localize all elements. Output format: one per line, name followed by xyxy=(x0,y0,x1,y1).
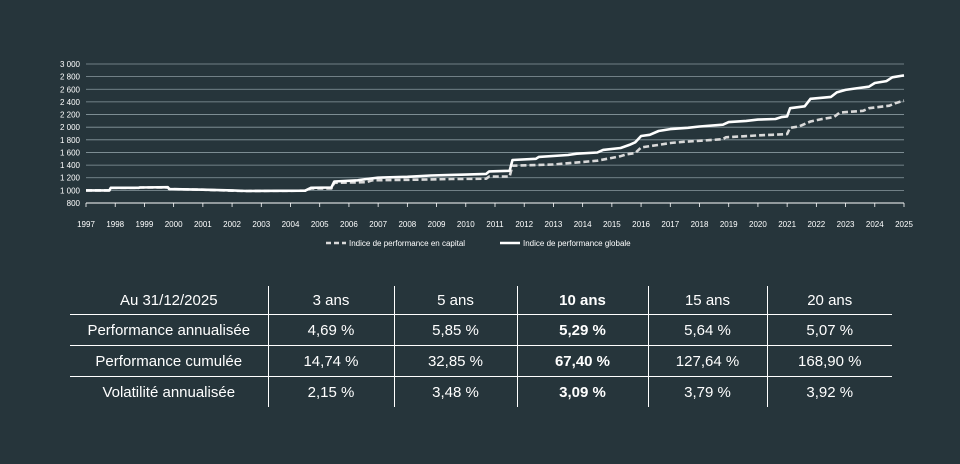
x-tick-label: 2024 xyxy=(866,220,884,229)
x-tick-label: 2011 xyxy=(486,220,504,229)
table-cell: 14,74 % xyxy=(267,345,394,377)
table-cell: 127,64 % xyxy=(647,345,767,377)
header-3-ans: 3 ans xyxy=(267,286,394,315)
x-tick-label: 1999 xyxy=(136,220,154,229)
x-tick-label: 2005 xyxy=(311,220,329,229)
x-tick-label: 2001 xyxy=(194,220,212,229)
table-row: Volatilité annualisée 2,15 % 3,48 % 3,09… xyxy=(70,376,892,407)
table-cell: 5,07 % xyxy=(766,314,892,346)
y-tick-label: 1 000 xyxy=(60,186,81,195)
y-tick-label: 2 800 xyxy=(60,73,81,82)
x-tick-label: 2004 xyxy=(282,220,300,229)
x-tick-label: 2012 xyxy=(515,220,533,229)
x-axis: 1997 1998 1999 2000 2001 2002 2003 2004 2005 2006… xyxy=(77,202,913,229)
table-header-row: Au 31/12/2025 3 ans 5 ans 10 ans 15 ans … xyxy=(70,286,892,315)
x-tick-label: 2023 xyxy=(837,220,855,229)
series-line-2 xyxy=(86,74,905,193)
y-tick-label: 2 400 xyxy=(60,98,81,107)
y-axis: 3 000 2 800 2 600 2 400 2 200 2 000 1 800 1 600… xyxy=(60,60,81,208)
x-tick-label: 2015 xyxy=(603,220,621,229)
row-label: Performance annualisée xyxy=(70,314,268,346)
header-date: Au 31/12/2025 xyxy=(119,291,218,309)
x-tick-label: 2019 xyxy=(720,220,738,229)
y-tick-label: 2 000 xyxy=(60,123,81,132)
y-tick-label: 3 000 xyxy=(60,60,81,69)
x-tick-label: 2020 xyxy=(749,220,767,229)
header-20-ans: 20 ans xyxy=(766,286,892,315)
table-cell: 168,90 % xyxy=(766,345,892,377)
y-tick-label: 1 800 xyxy=(60,136,81,145)
table-cell: 3,09 % xyxy=(516,376,648,407)
performance-line-chart: 3 000 2 800 2 600 2 400 2 200 2 000 1 800 1 600… xyxy=(60,60,913,248)
x-tick-label: 2013 xyxy=(545,220,563,229)
x-tick-label: 1998 xyxy=(106,220,124,229)
row-label: Volatilité annualisée xyxy=(70,376,268,407)
table-cell: 5,64 % xyxy=(647,314,767,346)
x-tick-label: 1997 xyxy=(77,220,95,229)
table-cell: 4,69 % xyxy=(267,314,394,346)
x-tick-label: 2000 xyxy=(165,220,183,229)
header-10-ans: 10 ans xyxy=(516,286,648,315)
y-tick-label: 800 xyxy=(67,199,81,208)
table-cell: 5,29 % xyxy=(516,314,648,346)
y-tick-label: 2 200 xyxy=(60,111,81,120)
x-tick-label: 2014 xyxy=(574,220,592,229)
y-tick-label: 1 200 xyxy=(60,174,81,183)
legend-label-1: Indice de performance en capital xyxy=(349,239,465,248)
chart-legend: Indice de performance en capital Indice d… xyxy=(326,239,631,248)
y-tick-label: 2 600 xyxy=(60,85,81,94)
header-5-ans: 5 ans xyxy=(393,286,517,315)
x-tick-label: 2021 xyxy=(778,220,796,229)
table-cell: 3,48 % xyxy=(393,376,517,407)
x-tick-label: 2009 xyxy=(428,220,446,229)
x-tick-label: 2003 xyxy=(252,220,270,229)
table-row: Performance cumulée 14,74 % 32,85 % 67,4… xyxy=(70,345,892,377)
x-tick-label: 2007 xyxy=(369,220,387,229)
row-label: Performance cumulée xyxy=(70,345,268,377)
x-tick-label: 2018 xyxy=(691,220,709,229)
y-tick-label: 1 600 xyxy=(60,148,81,157)
table-cell: 67,40 % xyxy=(516,345,648,377)
header-15-ans: 15 ans xyxy=(647,286,767,315)
performance-table: Au 31/12/2025 3 ans 5 ans 10 ans 15 ans … xyxy=(70,286,892,407)
series-line-1 xyxy=(86,99,905,193)
x-tick-label: 2022 xyxy=(807,220,825,229)
table-cell: 3,92 % xyxy=(766,376,892,407)
x-tick-label: 2010 xyxy=(457,220,475,229)
legend-label-2: Indice de performance globale xyxy=(523,239,631,248)
x-tick-label: 2017 xyxy=(661,220,679,229)
table-cell: 2,15 % xyxy=(267,376,394,407)
table-cell: 32,85 % xyxy=(393,345,517,377)
x-tick-label: 2016 xyxy=(632,220,650,229)
table-cell: 3,79 % xyxy=(647,376,767,407)
table-cell: 5,85 % xyxy=(393,314,517,346)
chart-series xyxy=(86,74,905,193)
y-tick-label: 1 400 xyxy=(60,161,81,170)
x-tick-label: 2006 xyxy=(340,220,358,229)
x-tick-label: 2025 xyxy=(895,220,913,229)
x-tick-label: 2002 xyxy=(223,220,241,229)
x-tick-label: 2008 xyxy=(398,220,416,229)
table-row: Performance annualisée 4,69 % 5,85 % 5,2… xyxy=(70,314,892,346)
